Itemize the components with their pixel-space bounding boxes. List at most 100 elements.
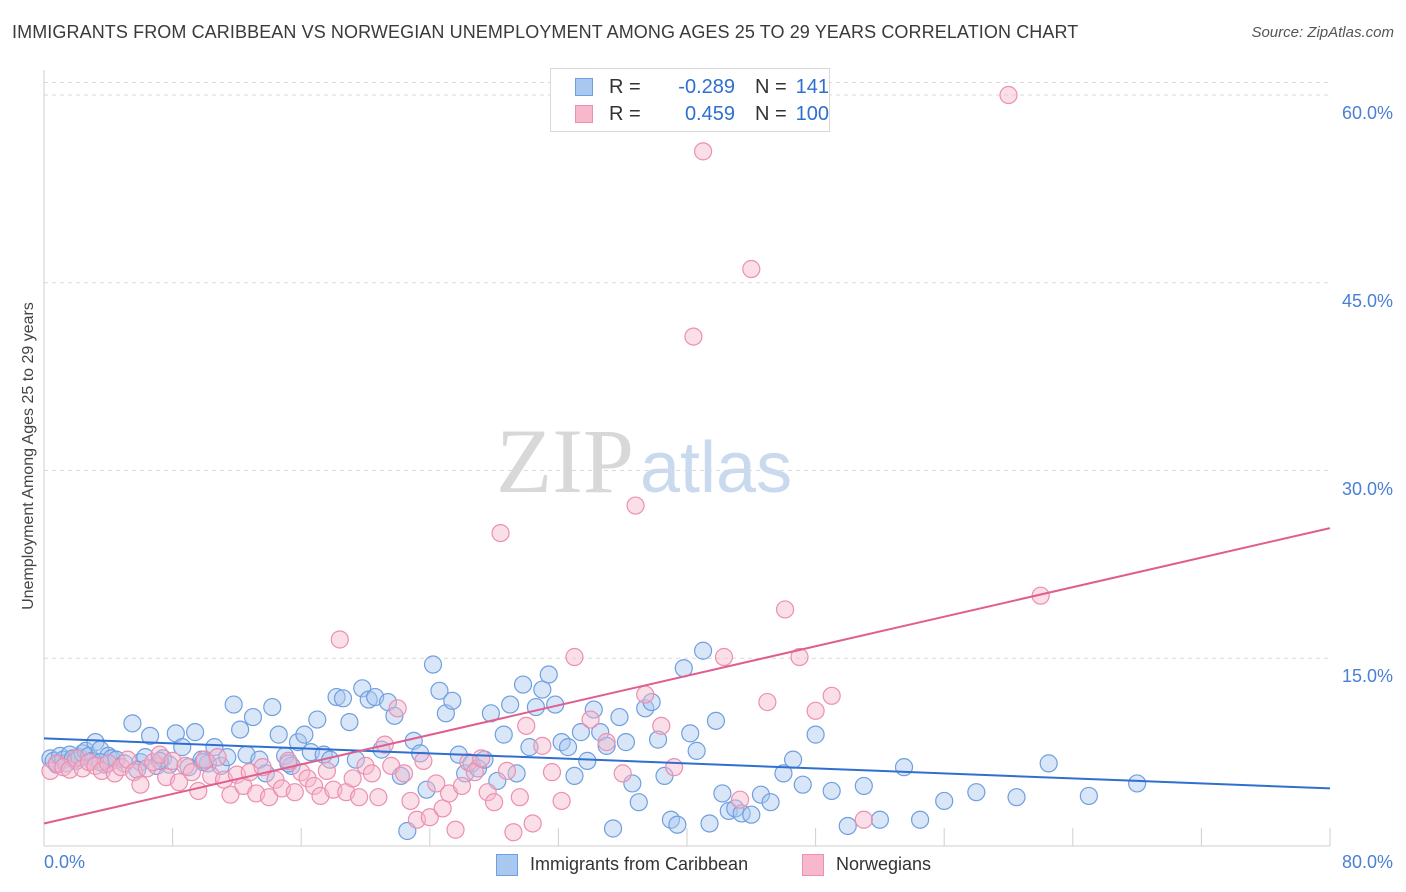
point-norwegians <box>581 710 600 729</box>
point-norwegians <box>510 788 529 807</box>
point-norwegians <box>693 142 713 161</box>
watermark: ZIP atlas <box>496 410 792 512</box>
series-caribbean-points <box>41 641 1147 841</box>
legend-n-label: N = <box>755 76 787 98</box>
point-caribbean <box>340 712 359 732</box>
point-caribbean <box>1079 786 1098 806</box>
point-caribbean <box>706 711 726 730</box>
point-caribbean <box>224 695 243 714</box>
point-caribbean <box>533 680 552 699</box>
point-caribbean <box>327 687 346 707</box>
point-caribbean <box>623 774 642 793</box>
point-caribbean <box>513 675 533 694</box>
point-caribbean <box>774 764 793 783</box>
point-caribbean <box>295 725 314 744</box>
point-norwegians <box>730 790 750 809</box>
point-caribbean <box>494 725 513 744</box>
point-caribbean <box>501 695 520 714</box>
point-caribbean <box>910 810 930 829</box>
point-norwegians <box>189 781 208 801</box>
point-caribbean <box>1007 788 1026 807</box>
point-norwegians <box>452 776 472 796</box>
point-norwegians <box>433 799 452 818</box>
point-caribbean <box>783 750 803 769</box>
point-norwegians <box>485 793 504 812</box>
point-caribbean <box>742 805 761 824</box>
point-caribbean <box>584 700 603 719</box>
point-caribbean <box>1127 774 1147 793</box>
point-norwegians <box>349 788 369 807</box>
trendline-caribbean <box>43 737 1331 790</box>
point-caribbean <box>822 781 841 801</box>
point-norwegians <box>714 647 734 667</box>
point-caribbean <box>967 783 986 802</box>
point-norwegians <box>517 716 536 735</box>
point-caribbean <box>668 815 687 834</box>
point-caribbean <box>565 766 584 786</box>
point-norwegians <box>497 761 517 781</box>
point-norwegians <box>504 823 523 842</box>
point-norwegians <box>427 774 446 793</box>
point-norwegians <box>491 523 510 543</box>
point-caribbean <box>687 741 706 760</box>
point-norwegians <box>388 699 407 718</box>
point-norwegians <box>394 764 414 783</box>
point-norwegians <box>131 775 150 794</box>
point-caribbean <box>854 776 873 796</box>
legend-n-value: 100 <box>795 103 829 125</box>
point-caribbean <box>935 791 954 811</box>
point-caribbean <box>629 793 648 812</box>
legend-n-value: 141 <box>795 76 829 98</box>
point-norwegians <box>420 808 439 827</box>
point-norwegians <box>472 749 491 768</box>
point-norwegians <box>221 785 240 804</box>
point-norwegians <box>758 692 777 712</box>
chart-title: IMMIGRANTS FROM CARIBBEAN VS NORWEGIAN U… <box>12 22 1079 42</box>
point-caribbean <box>648 730 668 749</box>
point-norwegians <box>552 791 571 811</box>
point-caribbean <box>140 726 160 745</box>
point-caribbean <box>186 723 205 742</box>
point-caribbean <box>700 814 719 833</box>
point-caribbean <box>539 665 558 684</box>
point-norwegians <box>208 748 227 767</box>
point-norwegians <box>330 630 349 649</box>
point-caribbean <box>123 714 142 733</box>
point-norwegians <box>304 776 324 796</box>
point-caribbean <box>894 758 914 777</box>
point-norwegians <box>636 685 655 704</box>
point-norwegians <box>542 763 562 782</box>
legend-swatch-caribbean <box>575 78 593 96</box>
point-caribbean <box>610 707 629 727</box>
point-caribbean <box>681 724 700 743</box>
correlation-legend: R = -0.289 N = 141 R = 0.459 N = 100 <box>550 68 830 132</box>
point-norwegians <box>597 733 616 752</box>
point-norwegians <box>523 814 542 833</box>
trendline-norwegians <box>43 527 1331 825</box>
trend-lines <box>43 527 1331 825</box>
point-caribbean <box>693 641 713 660</box>
point-norwegians <box>775 600 795 619</box>
point-norwegians <box>626 496 645 515</box>
point-norwegians <box>401 791 420 811</box>
point-caribbean <box>838 816 857 836</box>
legend-n-label: N = <box>755 103 787 125</box>
point-norwegians <box>822 686 841 705</box>
legend-label-caribbean: Immigrants from Caribbean <box>530 854 749 874</box>
point-norwegians <box>414 751 433 770</box>
point-caribbean <box>288 733 308 752</box>
point-caribbean <box>751 785 771 804</box>
y-axis-label: Unemployment Among Ages 25 to 29 years <box>20 302 37 610</box>
y-tick-label: 30.0% <box>1341 478 1393 499</box>
point-caribbean <box>520 738 539 757</box>
point-norwegians <box>279 751 298 770</box>
point-caribbean <box>391 766 410 786</box>
point-norwegians <box>356 756 375 775</box>
point-caribbean <box>793 775 812 794</box>
point-caribbean <box>578 751 597 770</box>
point-norwegians <box>343 769 362 788</box>
legend-r-label: R = <box>609 103 641 125</box>
point-norwegians <box>60 760 79 779</box>
point-caribbean <box>205 738 224 757</box>
